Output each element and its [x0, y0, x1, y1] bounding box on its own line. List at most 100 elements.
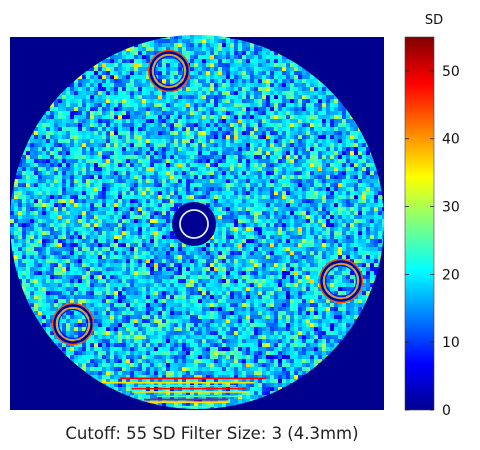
heatmap-cell	[250, 131, 254, 135]
heatmap-cell	[314, 131, 318, 135]
heatmap-cell	[26, 143, 30, 147]
heatmap-cell	[94, 75, 98, 79]
heatmap-cell	[310, 275, 314, 279]
heatmap-cell	[194, 147, 198, 151]
heatmap-cell	[170, 123, 174, 127]
heatmap-cell	[298, 115, 302, 119]
heatmap-cell	[306, 99, 310, 103]
heatmap-cell	[90, 191, 94, 195]
heatmap-cell	[110, 271, 114, 275]
heatmap-cell	[102, 95, 106, 99]
heatmap-cell	[346, 235, 350, 239]
heatmap-cell	[226, 235, 230, 239]
heatmap-cell	[150, 119, 154, 123]
heatmap-cell	[66, 159, 70, 163]
heatmap-cell	[270, 83, 274, 87]
heatmap-cell	[274, 51, 278, 55]
heatmap-cell	[210, 195, 214, 199]
heatmap-cell	[98, 191, 102, 195]
heatmap-cell	[214, 131, 218, 135]
heatmap-cell	[322, 111, 326, 115]
heatmap-cell	[346, 239, 350, 243]
heatmap-cell	[298, 91, 302, 95]
heatmap-cell	[302, 91, 306, 95]
heatmap-cell	[358, 159, 362, 163]
heatmap-cell	[126, 107, 130, 111]
heatmap-cell	[110, 63, 114, 67]
heatmap-cell	[286, 199, 290, 203]
heatmap-cell	[90, 219, 94, 223]
heatmap-cell	[294, 219, 298, 223]
heatmap-cell	[106, 227, 110, 231]
heatmap-cell	[122, 187, 126, 191]
heatmap-cell	[150, 215, 154, 219]
heatmap-cell	[182, 247, 186, 251]
heatmap-cell	[22, 167, 26, 171]
heatmap-cell	[218, 79, 222, 83]
heatmap-cell	[334, 103, 338, 107]
heatmap-cell	[90, 123, 94, 127]
heatmap-cell	[66, 203, 70, 207]
heatmap-cell	[226, 223, 230, 227]
heatmap-cell	[78, 227, 82, 231]
heatmap-cell	[94, 99, 98, 103]
heatmap-cell	[178, 71, 182, 75]
heatmap-cell	[98, 87, 102, 91]
heatmap-cell	[14, 235, 18, 239]
heatmap-cell	[174, 259, 178, 263]
heatmap-cell	[306, 263, 310, 267]
heatmap-cell	[198, 187, 202, 191]
heatmap-cell	[350, 179, 354, 183]
heatmap-cell	[134, 159, 138, 163]
heatmap-cell	[166, 267, 170, 271]
heatmap-cell	[238, 259, 242, 263]
heatmap-cell	[226, 51, 230, 55]
heatmap-cell	[262, 251, 266, 255]
heatmap-cell	[146, 259, 150, 263]
heatmap-cell	[122, 95, 126, 99]
heatmap-cell	[206, 63, 210, 67]
heatmap-cell	[70, 147, 74, 151]
heatmap-cell	[118, 111, 122, 115]
heatmap-cell	[242, 75, 246, 79]
heatmap-cell	[290, 131, 294, 135]
heatmap-cell	[234, 123, 238, 127]
heatmap-cell	[170, 171, 174, 175]
heatmap-cell	[122, 207, 126, 211]
heatmap-cell	[218, 195, 222, 199]
heatmap-cell	[162, 163, 166, 167]
heatmap-cell	[118, 227, 122, 231]
heatmap-cell	[302, 251, 306, 255]
heatmap-cell	[170, 39, 174, 43]
heatmap-cell	[30, 271, 34, 275]
heatmap-cell	[50, 183, 54, 187]
heatmap-cell	[278, 91, 282, 95]
heatmap-cell	[250, 219, 254, 223]
heatmap-cell	[210, 135, 214, 139]
heatmap-cell	[174, 263, 178, 267]
heatmap-cell	[50, 187, 54, 191]
heatmap-cell	[82, 111, 86, 115]
heatmap-cell	[294, 71, 298, 75]
heatmap-cell	[82, 219, 86, 223]
heatmap-cell	[62, 115, 66, 119]
heatmap-cell	[354, 131, 358, 135]
heatmap-cell	[262, 135, 266, 139]
heatmap-cell	[226, 271, 230, 275]
heatmap-cell	[146, 271, 150, 275]
heatmap-cell	[94, 63, 98, 67]
heatmap-cell	[366, 267, 370, 271]
heatmap-cell	[362, 207, 366, 211]
heatmap-cell	[126, 183, 130, 187]
heatmap-cell	[202, 251, 206, 255]
heatmap-cell	[78, 179, 82, 183]
heatmap-cell	[222, 87, 226, 91]
heatmap-cell	[298, 255, 302, 259]
heatmap-cell	[186, 175, 190, 179]
heatmap-cell	[70, 195, 74, 199]
heatmap-cell	[162, 179, 166, 183]
heatmap-cell	[118, 179, 122, 183]
heatmap-cell	[46, 279, 50, 283]
heatmap-cell	[90, 195, 94, 199]
heatmap-cell	[182, 51, 186, 55]
